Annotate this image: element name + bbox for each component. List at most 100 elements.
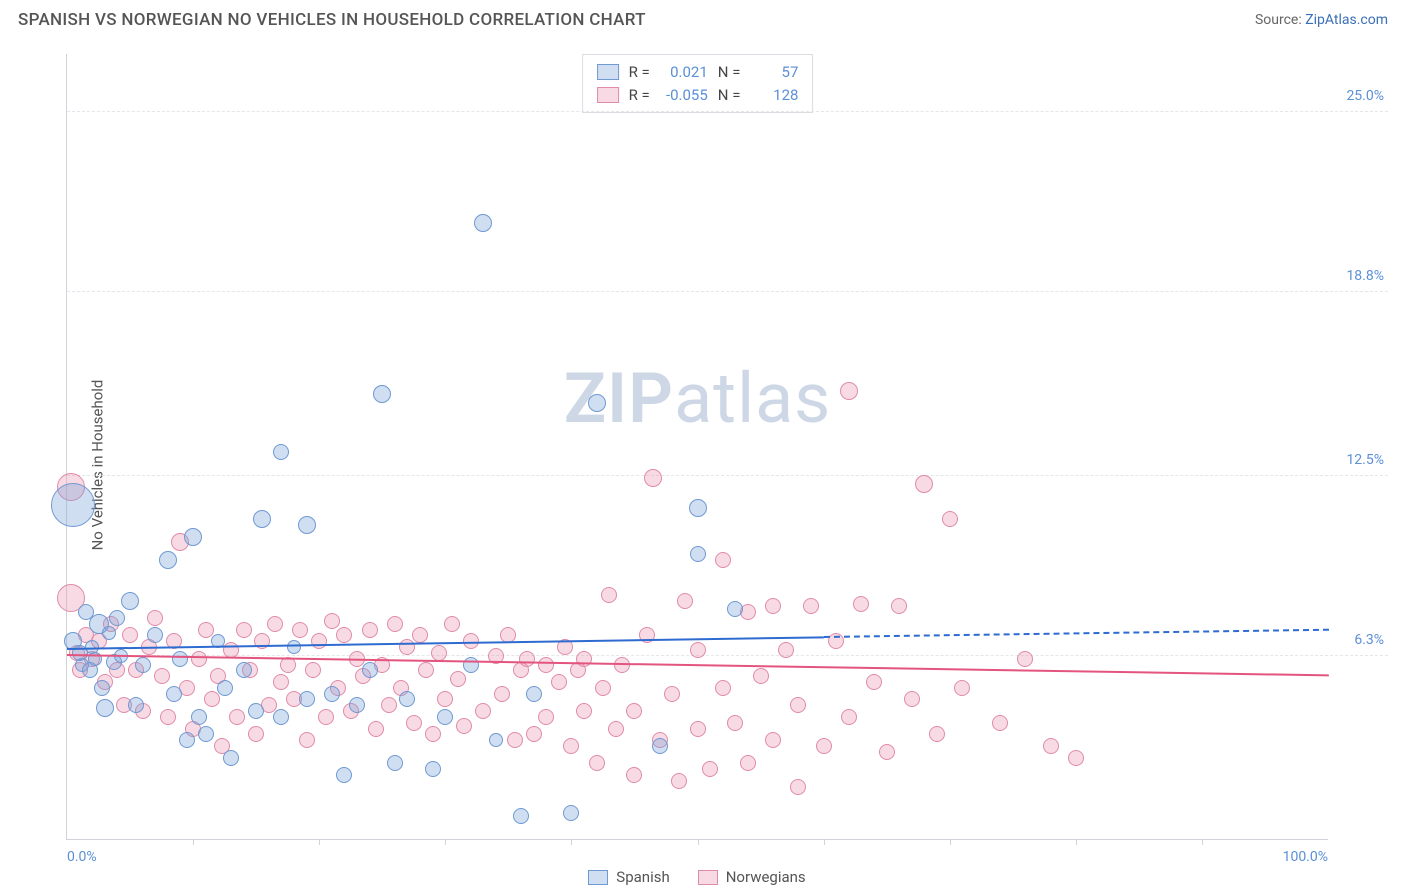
x-tick <box>698 839 699 845</box>
data-point-norwegians <box>191 651 207 667</box>
gridline <box>67 655 1388 656</box>
data-point-norwegians <box>267 616 283 632</box>
source-link[interactable]: ZipAtlas.com <box>1305 12 1388 28</box>
data-point-spanish <box>94 680 110 696</box>
source-attribution: Source: ZipAtlas.com <box>1255 12 1388 28</box>
norwegians-r-value: -0.055 <box>660 84 708 107</box>
data-point-norwegians <box>431 645 447 661</box>
data-point-norwegians <box>915 475 933 493</box>
data-point-norwegians <box>753 668 769 684</box>
data-point-norwegians <box>563 738 579 754</box>
r-label: R = <box>629 84 650 107</box>
data-point-norwegians <box>507 732 523 748</box>
data-point-norwegians <box>589 755 605 771</box>
data-point-spanish <box>191 709 207 725</box>
data-point-norwegians <box>727 715 743 731</box>
swatch-norwegians <box>698 870 718 885</box>
data-point-norwegians <box>891 598 907 614</box>
data-point-norwegians <box>305 662 321 678</box>
data-point-norwegians <box>412 627 428 643</box>
data-point-norwegians <box>425 726 441 742</box>
data-point-norwegians <box>790 779 806 795</box>
data-point-norwegians <box>229 709 245 725</box>
data-point-spanish <box>287 640 301 654</box>
data-point-norwegians <box>790 697 806 713</box>
data-point-norwegians <box>324 613 340 629</box>
gridline <box>67 291 1388 292</box>
data-point-spanish <box>102 626 116 640</box>
gridline <box>67 111 1388 112</box>
data-point-spanish <box>179 732 195 748</box>
data-point-norwegians <box>715 552 731 568</box>
data-point-norwegians <box>444 616 460 632</box>
data-point-spanish <box>373 385 391 403</box>
data-point-norwegians <box>456 718 472 734</box>
data-point-spanish <box>324 686 340 702</box>
data-point-spanish <box>217 680 233 696</box>
data-point-norwegians <box>765 732 781 748</box>
data-point-norwegians <box>381 697 397 713</box>
data-point-norwegians <box>160 709 176 725</box>
data-point-spanish <box>690 546 706 562</box>
data-point-norwegians <box>273 674 289 690</box>
data-point-spanish <box>513 808 529 824</box>
watermark-bold: ZIP <box>564 358 674 440</box>
data-point-norwegians <box>778 642 794 658</box>
data-point-norwegians <box>494 686 510 702</box>
data-point-spanish <box>248 703 264 719</box>
swatch-spanish <box>588 870 608 885</box>
data-point-norwegians <box>595 680 611 696</box>
y-tick-label: 25.0% <box>1346 88 1384 104</box>
spanish-r-value: 0.021 <box>660 61 708 84</box>
legend-label-norwegians: Norwegians <box>726 868 806 886</box>
data-point-norwegians <box>690 642 706 658</box>
data-point-spanish <box>96 699 114 717</box>
stats-row-norwegians: R = -0.055 N = 128 <box>597 84 799 107</box>
data-point-spanish <box>109 610 125 626</box>
x-tick <box>1202 839 1203 845</box>
data-point-norwegians <box>551 674 567 690</box>
source-label: Source: <box>1255 12 1302 28</box>
data-point-norwegians <box>204 691 220 707</box>
data-point-norwegians <box>841 709 857 725</box>
data-point-spanish <box>563 805 579 821</box>
data-point-norwegians <box>1017 651 1033 667</box>
data-point-norwegians <box>292 622 308 638</box>
data-point-norwegians <box>362 622 378 638</box>
data-point-norwegians <box>677 593 693 609</box>
data-point-spanish <box>172 651 188 667</box>
data-point-norwegians <box>866 674 882 690</box>
data-point-spanish <box>273 709 289 725</box>
x-tick <box>319 839 320 845</box>
data-point-norwegians <box>475 703 491 719</box>
data-point-norwegians <box>399 639 415 655</box>
data-point-norwegians <box>715 680 731 696</box>
swatch-norwegians <box>597 87 619 103</box>
data-point-spanish <box>489 733 503 747</box>
legend-item-spanish: Spanish <box>588 868 669 886</box>
data-point-norwegians <box>154 668 170 684</box>
data-point-norwegians <box>538 709 554 725</box>
data-point-spanish <box>223 750 239 766</box>
n-label: N = <box>718 61 741 84</box>
data-point-spanish <box>121 592 139 610</box>
data-point-norwegians <box>608 721 624 737</box>
data-point-norwegians <box>526 726 542 742</box>
data-point-spanish <box>387 755 403 771</box>
legend-item-norwegians: Norwegians <box>698 868 806 886</box>
data-point-norwegians <box>954 680 970 696</box>
data-point-spanish <box>147 627 163 643</box>
data-point-spanish <box>652 738 668 754</box>
data-point-spanish <box>184 528 202 546</box>
data-point-spanish <box>362 662 378 678</box>
data-point-spanish <box>588 394 606 412</box>
data-point-norwegians <box>450 671 466 687</box>
data-point-spanish <box>253 510 271 528</box>
data-point-norwegians <box>236 622 252 638</box>
data-point-spanish <box>689 499 707 517</box>
chart-title: SPANISH VS NORWEGIAN NO VEHICLES IN HOUS… <box>18 10 646 30</box>
data-point-norwegians <box>437 691 453 707</box>
data-point-norwegians <box>147 610 163 626</box>
data-point-norwegians <box>942 511 958 527</box>
data-point-norwegians <box>311 633 327 649</box>
